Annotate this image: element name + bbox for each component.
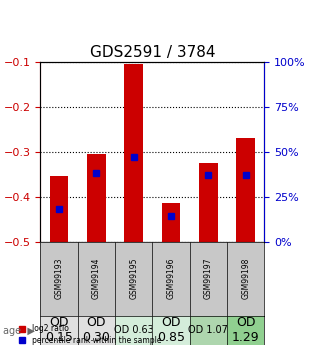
- Title: GDS2591 / 3784: GDS2591 / 3784: [90, 45, 215, 60]
- Text: OD
0.15: OD 0.15: [45, 316, 73, 344]
- Bar: [162, 203, 180, 241]
- Text: GSM99195: GSM99195: [129, 258, 138, 299]
- Bar: [124, 64, 143, 242]
- Text: OD
0.30: OD 0.30: [82, 316, 110, 344]
- Text: OD 0.63: OD 0.63: [114, 325, 154, 335]
- Text: GSM99193: GSM99193: [55, 258, 63, 299]
- Text: GSM99197: GSM99197: [204, 258, 213, 299]
- Text: OD
0.85: OD 0.85: [157, 316, 185, 344]
- Text: OD 1.07: OD 1.07: [188, 325, 228, 335]
- Text: GSM99198: GSM99198: [241, 258, 250, 299]
- Bar: [50, 176, 68, 242]
- Text: GSM99194: GSM99194: [92, 258, 101, 299]
- Bar: [199, 163, 218, 242]
- Text: age  ▶: age ▶: [3, 326, 35, 335]
- Legend: log2 ratio, percentile rank within the sample: log2 ratio, percentile rank within the s…: [19, 324, 161, 345]
- Bar: [87, 154, 106, 242]
- Bar: [236, 138, 255, 241]
- Text: OD
1.29: OD 1.29: [232, 316, 259, 344]
- Text: GSM99196: GSM99196: [167, 258, 175, 299]
